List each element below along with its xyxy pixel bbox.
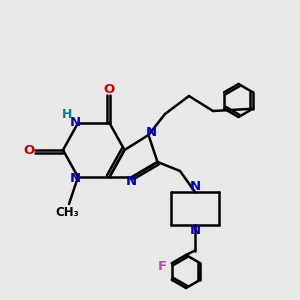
Text: O: O xyxy=(23,143,35,157)
Text: N: N xyxy=(69,172,81,185)
Text: N: N xyxy=(146,125,157,139)
Text: N: N xyxy=(189,180,201,193)
Text: O: O xyxy=(104,83,115,96)
Text: F: F xyxy=(158,260,167,273)
Text: CH₃: CH₃ xyxy=(56,206,80,220)
Text: N: N xyxy=(69,116,81,130)
Text: N: N xyxy=(189,224,201,237)
Text: H: H xyxy=(62,107,73,121)
Text: N: N xyxy=(126,175,137,188)
